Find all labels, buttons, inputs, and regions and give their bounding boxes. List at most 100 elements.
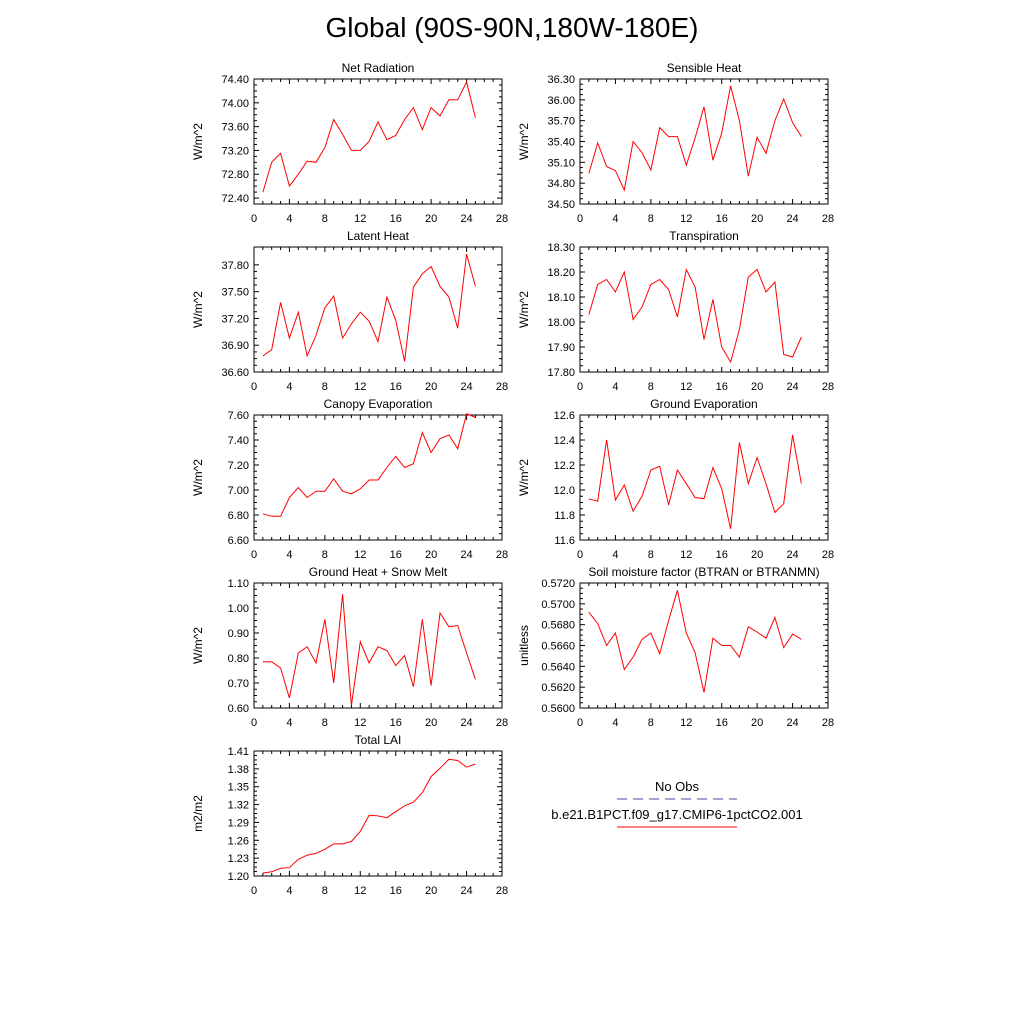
y-tick-label: 0.70 [228, 678, 249, 690]
x-tick-label: 12 [680, 717, 692, 729]
x-tick-label: 8 [322, 549, 328, 561]
panel-title: Transpiration [669, 229, 739, 243]
y-tick-label: 0.5720 [541, 578, 575, 590]
x-tick-label: 28 [496, 549, 508, 561]
x-tick-label: 4 [286, 549, 292, 561]
y-tick-label: 0.5620 [541, 682, 575, 694]
series-line [262, 594, 476, 706]
y-tick-label: 34.50 [547, 199, 575, 211]
y-tick-label: 12.2 [554, 460, 575, 472]
y-tick-label: 37.20 [221, 313, 249, 325]
x-tick-label: 12 [354, 549, 366, 561]
x-tick-label: 16 [716, 549, 728, 561]
y-tick-label: 73.20 [221, 145, 249, 157]
x-tick-label: 12 [354, 885, 366, 897]
series-line [588, 267, 802, 364]
series-line [262, 758, 476, 874]
x-tick-label: 4 [612, 213, 618, 225]
y-tick-label: 37.50 [221, 287, 249, 299]
legend-obs-label: No Obs [654, 779, 700, 794]
y-tick-label: 0.5680 [541, 620, 575, 632]
panel-title: Ground Evaporation [650, 397, 757, 411]
y-tick-label: 36.30 [547, 74, 575, 86]
y-tick-label: 1.38 [228, 764, 249, 776]
series-line [588, 590, 802, 693]
y-tick-label: 1.41 [228, 746, 249, 758]
x-tick-label: 8 [322, 381, 328, 393]
x-tick-label: 8 [648, 717, 654, 729]
x-tick-label: 4 [286, 885, 292, 897]
panel-2: 0 4 8 12 16 20 24 28 34.50 34.80 35.10 35.40 35.70 36… [517, 61, 834, 225]
y-axis-label: W/m^2 [191, 627, 205, 664]
y-tick-label: 1.10 [228, 578, 249, 590]
x-tick-label: 28 [822, 213, 834, 225]
panel-title: Sensible Heat [667, 61, 742, 75]
panel-title: Soil moisture factor (BTRAN or BTRANMN) [588, 565, 819, 579]
x-tick-label: 28 [496, 885, 508, 897]
x-tick-label: 4 [286, 717, 292, 729]
x-tick-label: 0 [577, 213, 583, 225]
plot-frame [579, 414, 829, 541]
y-tick-label: 34.80 [547, 178, 575, 190]
x-tick-label: 8 [322, 885, 328, 897]
x-tick-label: 4 [286, 381, 292, 393]
y-axis-label: W/m^2 [191, 459, 205, 496]
x-tick-label: 16 [390, 885, 402, 897]
y-tick-label: 36.60 [221, 367, 249, 379]
y-tick-label: 12.4 [554, 435, 575, 447]
y-tick-label: 1.23 [228, 853, 249, 865]
y-axis-label: W/m^2 [517, 291, 531, 328]
legend-model-label: b.e21.B1PCT.f09_g17.CMIP6-1pctCO2.001 [551, 807, 803, 822]
x-tick-label: 28 [496, 717, 508, 729]
x-tick-label: 24 [786, 717, 798, 729]
x-tick-label: 0 [251, 213, 257, 225]
series-line [262, 253, 476, 362]
panel-3: 0 4 8 12 16 20 24 28 36.60 36.90 37.20 37.50 37.80 La… [191, 229, 508, 393]
y-tick-label: 7.60 [228, 410, 249, 422]
y-tick-label: 0.5640 [541, 661, 575, 673]
y-tick-label: 7.40 [228, 435, 249, 447]
x-tick-label: 20 [425, 381, 437, 393]
x-tick-label: 20 [425, 717, 437, 729]
series-line [588, 85, 802, 192]
y-tick-label: 0.5660 [541, 641, 575, 653]
y-tick-label: 6.80 [228, 510, 249, 522]
y-tick-label: 6.60 [228, 535, 249, 547]
x-tick-label: 28 [496, 381, 508, 393]
y-tick-label: 72.40 [221, 193, 249, 205]
panel-title: Ground Heat + Snow Melt [309, 565, 448, 579]
panel-9: 0 4 8 12 16 20 24 28 1.20 1.23 1.26 1.29 1.32 1.35 1.3… [191, 733, 508, 897]
x-tick-label: 8 [322, 717, 328, 729]
panel-4: 0 4 8 12 16 20 24 28 17.80 17.90 18.00 18.10 18.20 18… [517, 229, 834, 393]
y-tick-label: 0.60 [228, 703, 249, 715]
y-tick-label: 0.80 [228, 653, 249, 665]
y-tick-label: 18.30 [547, 242, 575, 254]
x-tick-label: 24 [460, 213, 472, 225]
panel-title: Net Radiation [342, 61, 415, 75]
x-tick-label: 20 [425, 549, 437, 561]
plot-frame [579, 78, 829, 205]
x-tick-label: 12 [680, 549, 692, 561]
legend-obs-line [617, 798, 737, 800]
x-tick-label: 8 [322, 213, 328, 225]
x-tick-label: 24 [786, 213, 798, 225]
y-tick-label: 36.90 [221, 340, 249, 352]
y-tick-label: 11.8 [554, 510, 575, 522]
x-tick-label: 4 [286, 213, 292, 225]
panel-5: 0 4 8 12 16 20 24 28 6.60 6.80 7.00 7.20 7.40 7.60 Can… [191, 397, 508, 561]
x-tick-label: 12 [354, 381, 366, 393]
plot-frame [253, 414, 503, 541]
x-tick-label: 24 [460, 717, 472, 729]
x-tick-label: 20 [751, 717, 763, 729]
x-tick-label: 8 [648, 381, 654, 393]
y-axis-label: W/m^2 [191, 291, 205, 328]
x-tick-label: 16 [390, 549, 402, 561]
x-tick-label: 0 [577, 717, 583, 729]
x-tick-label: 0 [251, 549, 257, 561]
y-axis-label: m2/m2 [191, 795, 205, 832]
y-tick-label: 73.60 [221, 122, 249, 134]
y-tick-label: 12.0 [554, 485, 575, 497]
y-tick-label: 17.90 [547, 342, 575, 354]
x-tick-label: 20 [425, 885, 437, 897]
